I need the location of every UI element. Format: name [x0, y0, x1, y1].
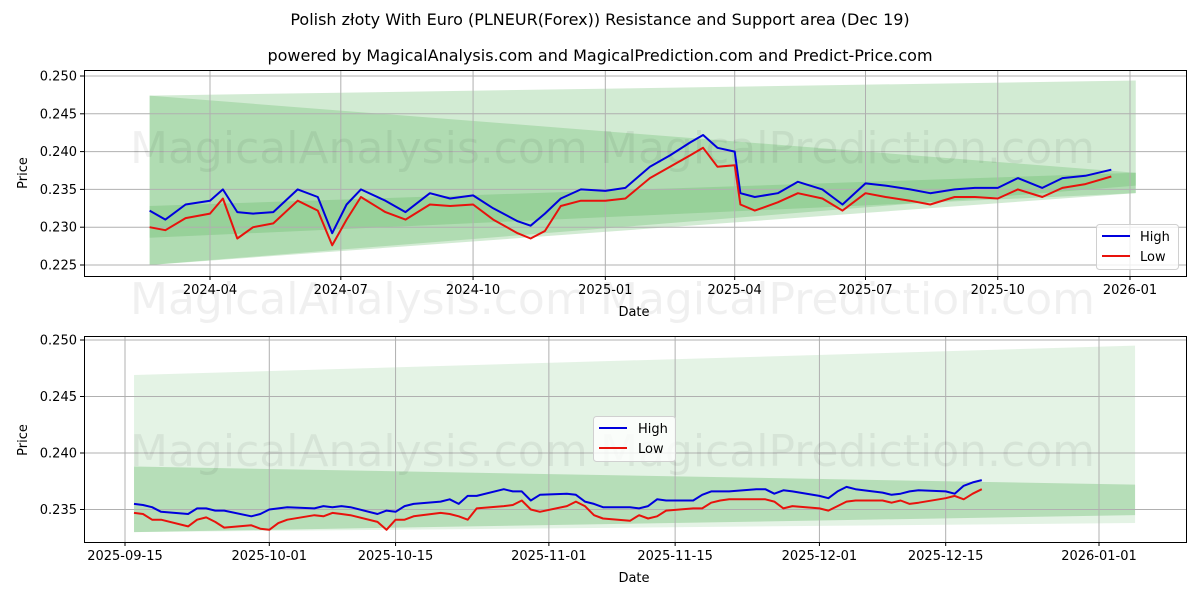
bottom-axis-ticks: 0.235 0.240 0.245 0.250 2025-09-15 2025-10-01…	[40, 334, 1137, 565]
band-area	[149, 172, 1136, 265]
xtick-label: 2024-04	[183, 283, 237, 298]
band-area	[149, 95, 1136, 238]
legend-high-label: High	[638, 422, 668, 437]
watermark-text: MagicalAnalysis.com	[130, 123, 588, 174]
band-area	[134, 466, 1136, 533]
top-low-line	[149, 146, 1112, 247]
legend-low-label: Low	[638, 442, 664, 457]
xtick-label: 2025-10-01	[232, 549, 308, 564]
top-legend: High Low	[1096, 224, 1179, 270]
bottom-high-line	[133, 479, 983, 518]
ytick-label: 0.250	[40, 70, 77, 85]
bottom-watermark: MagicalAnalysis.com MagicalPrediction.com	[130, 426, 1095, 477]
bottom-xaxis-label: Date	[618, 571, 649, 586]
ytick-label: 0.245	[40, 107, 77, 122]
xtick-label: 2025-10-15	[358, 549, 434, 564]
xtick-label: 2024-07	[314, 283, 368, 298]
top-high-line	[149, 134, 1112, 235]
ytick-label: 0.240	[40, 145, 77, 160]
top-xaxis-label: Date	[618, 305, 649, 320]
watermark-text: MagicalAnalysis.com	[130, 274, 588, 325]
bottom-low-line	[133, 488, 983, 531]
legend-high-label: High	[1140, 230, 1170, 245]
ytick-label: 0.235	[40, 503, 77, 518]
top-axis-ticks: 0.225 0.230 0.235 0.240 0.245 0.250 2024-04 202…	[40, 70, 1157, 299]
xtick-label: 2024-10	[446, 283, 500, 298]
bottom-yaxis-label: Price	[16, 424, 31, 456]
xtick-label: 2025-11-15	[637, 549, 713, 564]
watermark-text: MagicalPrediction.com	[600, 274, 1095, 325]
xtick-label: 2025-12-01	[782, 549, 858, 564]
bottom-legend: High Low	[593, 416, 676, 462]
ytick-label: 0.250	[40, 334, 77, 349]
xtick-label: 2025-10	[971, 283, 1025, 298]
legend-low-label: Low	[1140, 250, 1166, 265]
chart-subtitle: powered by MagicalAnalysis.com and Magic…	[267, 46, 933, 65]
top-panel: MagicalAnalysis.comMagicalAnalysis.comMa…	[16, 70, 1187, 325]
xtick-label: 2026-01	[1103, 283, 1157, 298]
xtick-label: 2025-11-01	[511, 549, 587, 564]
ytick-label: 0.230	[40, 221, 77, 236]
ytick-label: 0.225	[40, 259, 77, 274]
chart-title: Polish złoty With Euro (PLNEUR(Forex)) R…	[290, 10, 910, 29]
xtick-label: 2025-01	[578, 283, 632, 298]
xtick-label: 2025-07	[838, 283, 892, 298]
ytick-label: 0.245	[40, 390, 77, 405]
watermark-text: MagicalPrediction.com	[600, 123, 1095, 174]
top-grid	[84, 70, 1186, 276]
ytick-label: 0.240	[40, 447, 77, 462]
xtick-label: 2025-04	[708, 283, 762, 298]
ytick-label: 0.235	[40, 183, 77, 198]
top-axes-frame	[84, 70, 1187, 277]
bottom-axes-frame	[84, 336, 1187, 543]
top-watermark: MagicalAnalysis.comMagicalAnalysis.comMa…	[130, 123, 1095, 325]
xtick-label: 2025-12-15	[908, 549, 984, 564]
bottom-panel: MagicalAnalysis.com MagicalPrediction.com…	[16, 334, 1187, 586]
xtick-label: 2025-09-15	[87, 549, 163, 564]
xtick-label: 2026-01-01	[1061, 549, 1137, 564]
top-yaxis-label: Price	[16, 157, 31, 189]
watermark-text: MagicalPrediction.com	[600, 426, 1095, 477]
watermark-text: MagicalAnalysis.com	[130, 426, 588, 477]
